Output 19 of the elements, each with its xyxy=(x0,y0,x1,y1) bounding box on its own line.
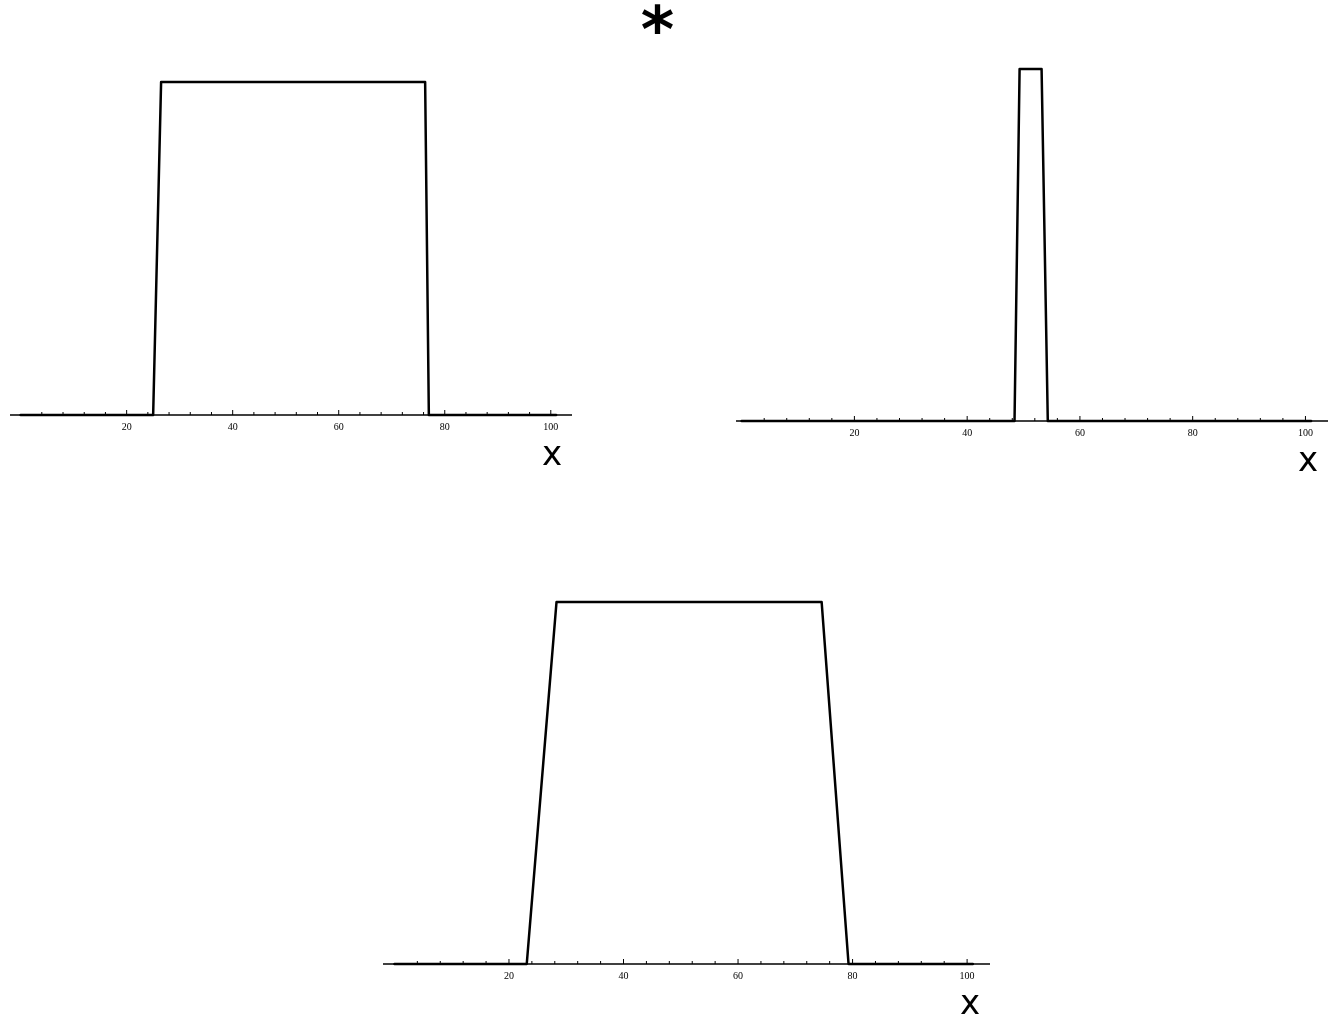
x-tick-label: 40 xyxy=(962,427,973,438)
x-tick-label: 100 xyxy=(959,970,975,981)
x-tick-label: 40 xyxy=(227,421,238,432)
x-tick-label: 20 xyxy=(849,427,860,438)
x-tick-label: 20 xyxy=(503,970,514,981)
x-tick-label: 100 xyxy=(1297,427,1313,438)
x-tick-label: 80 xyxy=(1187,427,1198,438)
x-tick-label: 80 xyxy=(439,421,450,432)
x-tick-label: 60 xyxy=(1074,427,1085,438)
x-tick-label: 100 xyxy=(543,421,559,432)
x-tick-label: 20 xyxy=(121,421,132,432)
x-axis-title: x xyxy=(541,433,563,473)
x-axis-title: x xyxy=(959,982,981,1022)
x-tick-label: 80 xyxy=(847,970,858,981)
text: * xyxy=(640,0,675,67)
x-tick-label: 60 xyxy=(733,970,744,981)
x-tick-label: 60 xyxy=(333,421,344,432)
x-axis-title: x xyxy=(1297,439,1319,479)
x-tick-label: 40 xyxy=(618,970,629,981)
